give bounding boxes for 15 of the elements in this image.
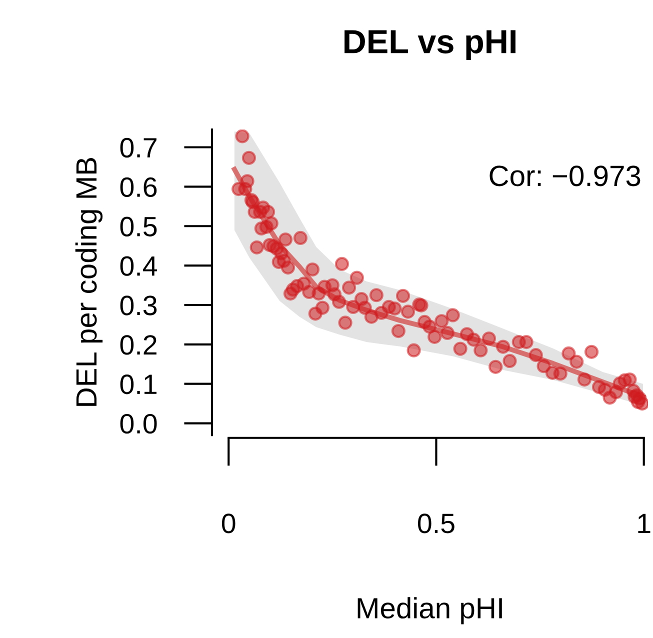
y-tick-label: 0.2 [120,335,156,355]
y-tick-label: 0.1 [120,374,156,394]
chart-title: DEL vs pHI [344,30,516,60]
y-axis-title: DEL per coding MB [75,158,103,406]
y-tick-label: 0.6 [120,177,157,198]
y-tick-label: 0.5 [120,216,157,236]
x-tick-label: 1 [638,514,650,534]
y-tick-label: 0.7 [120,138,156,158]
x-tick-label: 0 [222,514,236,534]
y-tick-label: 0.3 [120,296,157,316]
annotation: Cor: −0.973 [490,166,640,186]
y-tick-label: 0.0 [120,414,157,434]
x-axis-title: Median pHI [358,597,502,624]
y-tick-label: 0.4 [120,256,158,276]
x-tick-label: 0.5 [418,514,454,534]
